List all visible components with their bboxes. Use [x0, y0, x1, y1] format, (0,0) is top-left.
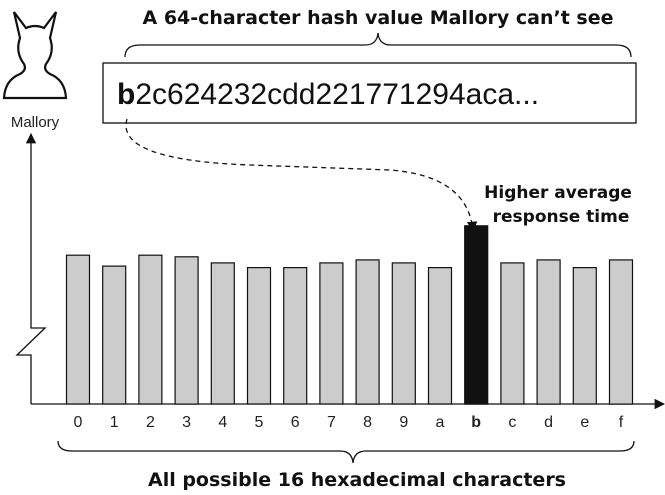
tick-label-3: 3 — [182, 414, 191, 431]
bar-3 — [174, 256, 199, 405]
bar-6 — [283, 267, 308, 405]
bar-e — [572, 267, 597, 405]
diagram-title: A 64-character hash value Mallory can’t … — [143, 7, 614, 29]
tick-label-d: d — [544, 414, 553, 431]
bar-d — [536, 259, 561, 405]
tick-label-a: a — [436, 414, 445, 431]
tick-label-1: 1 — [110, 414, 119, 431]
bar-7 — [319, 262, 344, 405]
devil-person-icon — [2, 11, 68, 100]
tick-label-c: c — [508, 414, 516, 431]
bar-2 — [138, 254, 163, 405]
bar-c — [500, 262, 525, 405]
bar-9 — [391, 262, 416, 405]
tick-label-9: 9 — [399, 414, 408, 431]
tick-label-0: 0 — [74, 414, 83, 431]
bottom-caption: All possible 16 hexadecimal characters — [148, 469, 566, 491]
tick-label-f: f — [619, 414, 624, 431]
bar-f — [608, 259, 634, 405]
tick-label-7: 7 — [327, 414, 336, 431]
tick-label-b: b — [471, 414, 481, 431]
tick-labels: 0 1 2 3 4 5 6 7 8 9 a b c d e f — [74, 414, 624, 431]
bar-1 — [102, 265, 127, 405]
dashed-arrow — [125, 118, 478, 233]
tick-label-6: 6 — [291, 414, 300, 431]
hash-value: b2c624232cdd221771294aca... — [117, 78, 539, 111]
bar-a — [427, 267, 453, 405]
bar-4 — [210, 262, 235, 405]
bar-b — [464, 225, 489, 405]
tick-label-2: 2 — [146, 414, 155, 431]
hash-box — [102, 62, 637, 124]
tick-label-8: 8 — [363, 414, 372, 431]
bar-5 — [246, 267, 272, 405]
top-brace — [124, 32, 632, 58]
bars-group — [65, 225, 634, 405]
bar-0 — [65, 254, 91, 405]
bar-8 — [355, 259, 380, 405]
tick-label-e: e — [580, 414, 589, 431]
hash-first-char: b — [117, 78, 135, 111]
hash-rest: 2c624232cdd221771294aca... — [135, 78, 539, 111]
highlight-label-line2: response time — [493, 207, 630, 227]
highlight-label: Higher average response time — [484, 183, 638, 227]
y-axis — [15, 132, 47, 404]
tick-label-5: 5 — [255, 414, 264, 431]
highlight-label-line1: Higher average — [484, 183, 632, 203]
bottom-brace — [57, 440, 635, 464]
attacker-name: Mallory — [11, 114, 60, 131]
tick-label-4: 4 — [218, 414, 227, 431]
